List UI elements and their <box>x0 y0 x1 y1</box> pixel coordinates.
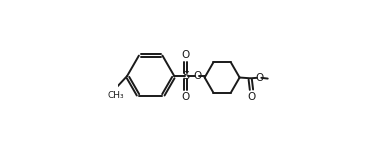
Text: O: O <box>247 92 256 102</box>
Text: O: O <box>182 50 190 60</box>
Text: O: O <box>255 73 263 83</box>
Text: S: S <box>182 71 189 81</box>
Text: CH₃: CH₃ <box>108 90 124 100</box>
Text: O: O <box>182 92 190 102</box>
Text: O: O <box>193 71 201 81</box>
